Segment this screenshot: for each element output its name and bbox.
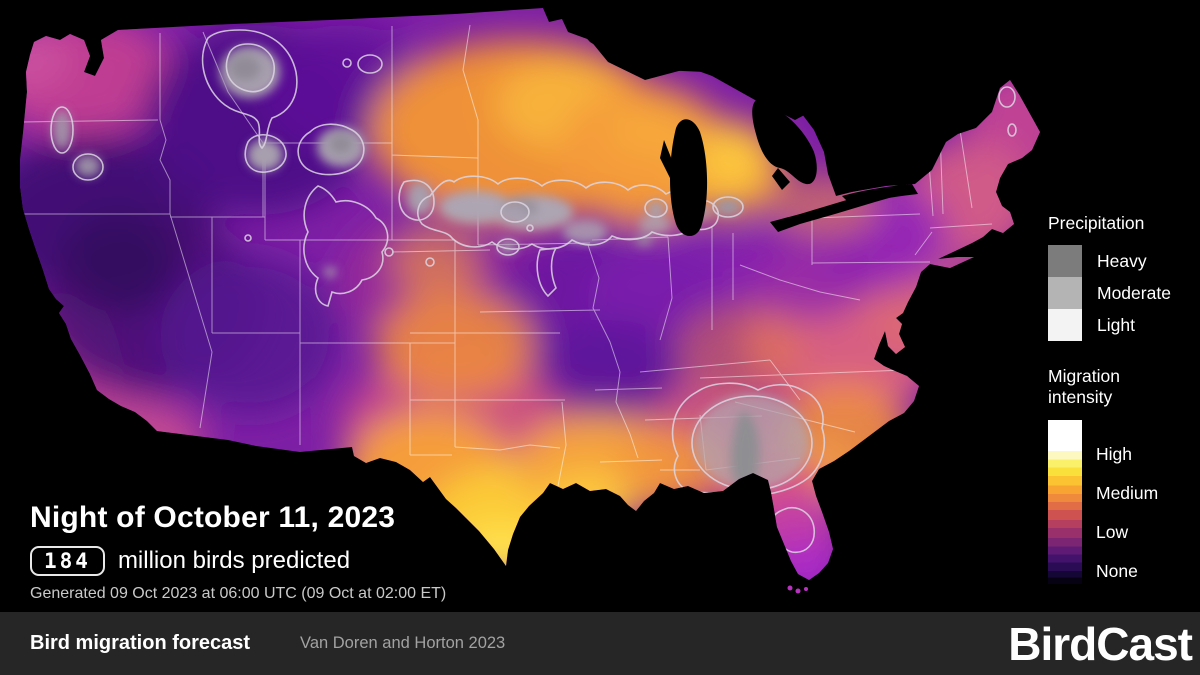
precipitation-areas xyxy=(53,46,810,491)
birds-count-badge: 184 xyxy=(30,546,105,576)
footer-title: Bird migration forecast xyxy=(30,632,251,654)
birds-count-caption: million birds predicted xyxy=(117,547,351,574)
great-lakes xyxy=(570,20,918,236)
precipitation-legend-title: Precipitation xyxy=(1048,213,1145,233)
precip-light-swatch xyxy=(1048,309,1082,341)
migration-legend-body: High Medium Low None xyxy=(1048,420,1198,590)
florida-keys xyxy=(787,585,808,594)
footer-bar: Bird migration forecast Van Doren and Ho… xyxy=(0,612,1200,675)
precip-moderate-label: Moderate xyxy=(1097,282,1171,303)
migration-label-none: None xyxy=(1096,561,1138,581)
precipitation-legend-rows: Heavy Moderate Light xyxy=(1048,245,1171,341)
precip-moderate-swatch xyxy=(1048,277,1082,309)
migration-label-medium: Medium xyxy=(1096,483,1159,503)
migration-intensity-legend: Migration intensity High Medium Low None xyxy=(1048,366,1198,590)
birdcast-logo: BirdCast xyxy=(1008,617,1193,670)
precipitation-legend: Precipitation Heavy Moderate Light xyxy=(1048,213,1171,341)
birds-predicted-row: 184 million birds predicted xyxy=(30,546,446,576)
generated-timestamp: Generated 09 Oct 2023 at 06:00 UTC (09 O… xyxy=(30,585,447,602)
migration-label-low: Low xyxy=(1096,522,1129,542)
precipitation-legend-row: Light xyxy=(1048,309,1171,341)
precipitation-legend-row: Heavy xyxy=(1048,245,1171,277)
migration-label-high: High xyxy=(1096,444,1132,464)
state-borders xyxy=(21,24,993,487)
precip-heavy-swatch xyxy=(1048,245,1082,277)
footer-credit: Van Doren and Horton 2023 xyxy=(300,634,506,652)
precip-heavy-label: Heavy xyxy=(1097,250,1147,271)
precip-light-label: Light xyxy=(1097,314,1135,335)
forecast-summary: Night of October 11, 2023 184 million bi… xyxy=(30,501,446,603)
precipitation-legend-row: Moderate xyxy=(1048,277,1171,309)
forecast-night-title: Night of October 11, 2023 xyxy=(30,501,396,534)
migration-legend-labels: High Medium Low None xyxy=(1096,420,1186,584)
migration-gradient-bar xyxy=(1048,420,1082,584)
migration-legend-title: Migration intensity xyxy=(1048,366,1120,407)
